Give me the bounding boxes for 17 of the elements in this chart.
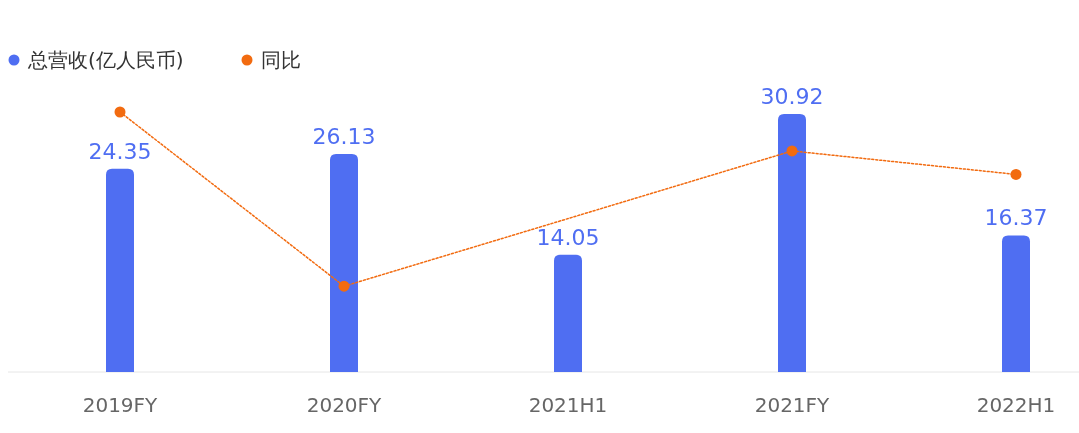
bar (778, 114, 806, 372)
data-label: 30.92 (760, 84, 824, 109)
data-label: 14.05 (536, 224, 600, 250)
bar (330, 153, 358, 372)
legend-label: 总营收(亿人民币) (27, 48, 184, 72)
x-tick-label: 2019FY (82, 393, 159, 417)
data-label: 16.37 (984, 205, 1048, 231)
x-tick-label: 2021H1 (528, 393, 608, 417)
bar (554, 254, 582, 372)
legend-label: 同比 (261, 48, 301, 72)
data-label: 26.13 (312, 123, 376, 149)
x-tick-label: 2022H1 (976, 393, 1056, 417)
bar (106, 168, 134, 372)
x-tick-label: 2020FY (306, 393, 383, 417)
bar (1002, 235, 1030, 372)
data-label: 24.35 (88, 138, 152, 164)
x-tick-label: 2021FY (754, 393, 831, 417)
